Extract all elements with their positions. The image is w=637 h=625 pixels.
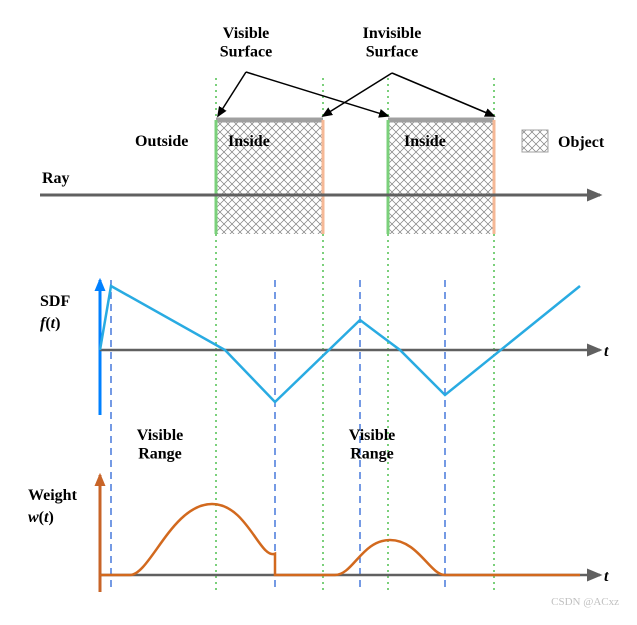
object-legend-label: Object [558,134,605,151]
callout-arrow [323,73,392,116]
sdf-t-label: t [604,343,609,360]
sdf-label: SDF [40,293,70,310]
ray-label: Ray [42,170,70,187]
weight-t-label: t [604,568,609,585]
inside-label-2: Inside [404,133,446,150]
sdf-curve [100,286,580,402]
watermark: CSDN @ACxz [551,596,619,608]
visible-range-1: VisibleRange [137,427,184,462]
callout-arrow [218,72,246,116]
callout-arrow [392,73,494,116]
weight-label: Weight [28,487,78,504]
inside-label-1: Inside [228,133,270,150]
visible-range-2: VisibleRange [349,427,396,462]
object-legend-swatch [522,130,548,152]
invisible-surface-label: InvisibleSurface [363,25,422,60]
callout-arrow [246,72,388,116]
weight-fn-label: w(t) [28,509,54,526]
weight-curve [100,504,580,575]
visible-surface-label: VisibleSurface [220,25,272,60]
outside-label: Outside [135,133,188,150]
sdf-fn-label: f(t) [40,315,60,332]
